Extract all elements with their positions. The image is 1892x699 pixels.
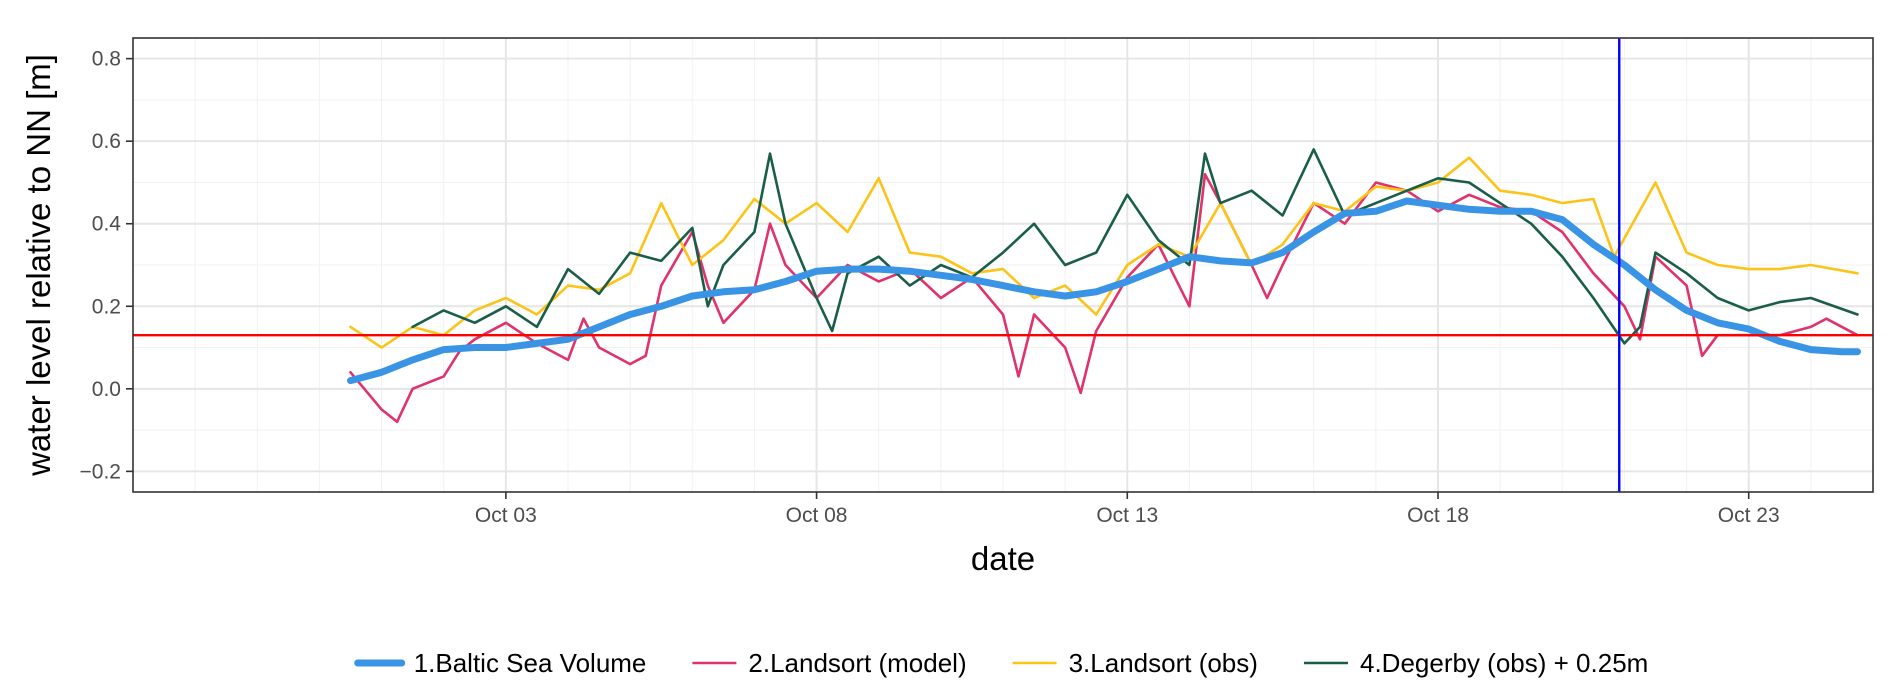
y-tick-label: −0.2	[80, 460, 121, 483]
legend-label: 3.Landsort (obs)	[1069, 648, 1258, 678]
legend: 1.Baltic Sea Volume 2.Landsort (model) 3.L…	[354, 648, 1648, 678]
y-tick-label: 0.6	[92, 130, 121, 153]
x-tick-label: Oct 13	[1096, 504, 1158, 527]
x-tick-label: Oct 18	[1407, 504, 1469, 527]
x-axis-title: date	[971, 540, 1035, 577]
y-axis-title: water level relative to NN [m]	[20, 54, 57, 477]
legend-item-1: 1.Baltic Sea Volume	[354, 648, 647, 678]
y-tick-label: 0.4	[92, 213, 122, 236]
y-tick-label: 0.8	[92, 48, 121, 71]
y-axis-ticks: −0.2 0.0 0.2 0.4 0.6 0.8	[80, 48, 133, 483]
legend-label: 4.Degerby (obs) + 0.25m	[1360, 648, 1648, 678]
x-axis-ticks: Oct 03 Oct 08 Oct 13 Oct 18 Oct 23	[475, 492, 1780, 527]
x-tick-label: Oct 03	[475, 504, 537, 527]
legend-label: 1.Baltic Sea Volume	[414, 648, 647, 678]
legend-label: 2.Landsort (model)	[748, 648, 966, 678]
x-tick-label: Oct 23	[1718, 504, 1780, 527]
plot-border	[132, 37, 1874, 493]
legend-item-4: 4.Degerby (obs) + 0.25m	[1304, 648, 1648, 678]
series-line-4	[411, 148, 1859, 345]
y-tick-label: 0.0	[92, 378, 121, 401]
y-tick-label: 0.2	[92, 295, 121, 318]
series-line-3	[349, 156, 1859, 349]
x-tick-label: Oct 08	[786, 504, 848, 527]
legend-item-3: 3.Landsort (obs)	[1012, 648, 1258, 678]
reference-lines	[133, 38, 1873, 492]
legend-item-2: 2.Landsort (model)	[692, 648, 967, 678]
grid-major	[133, 38, 1873, 492]
